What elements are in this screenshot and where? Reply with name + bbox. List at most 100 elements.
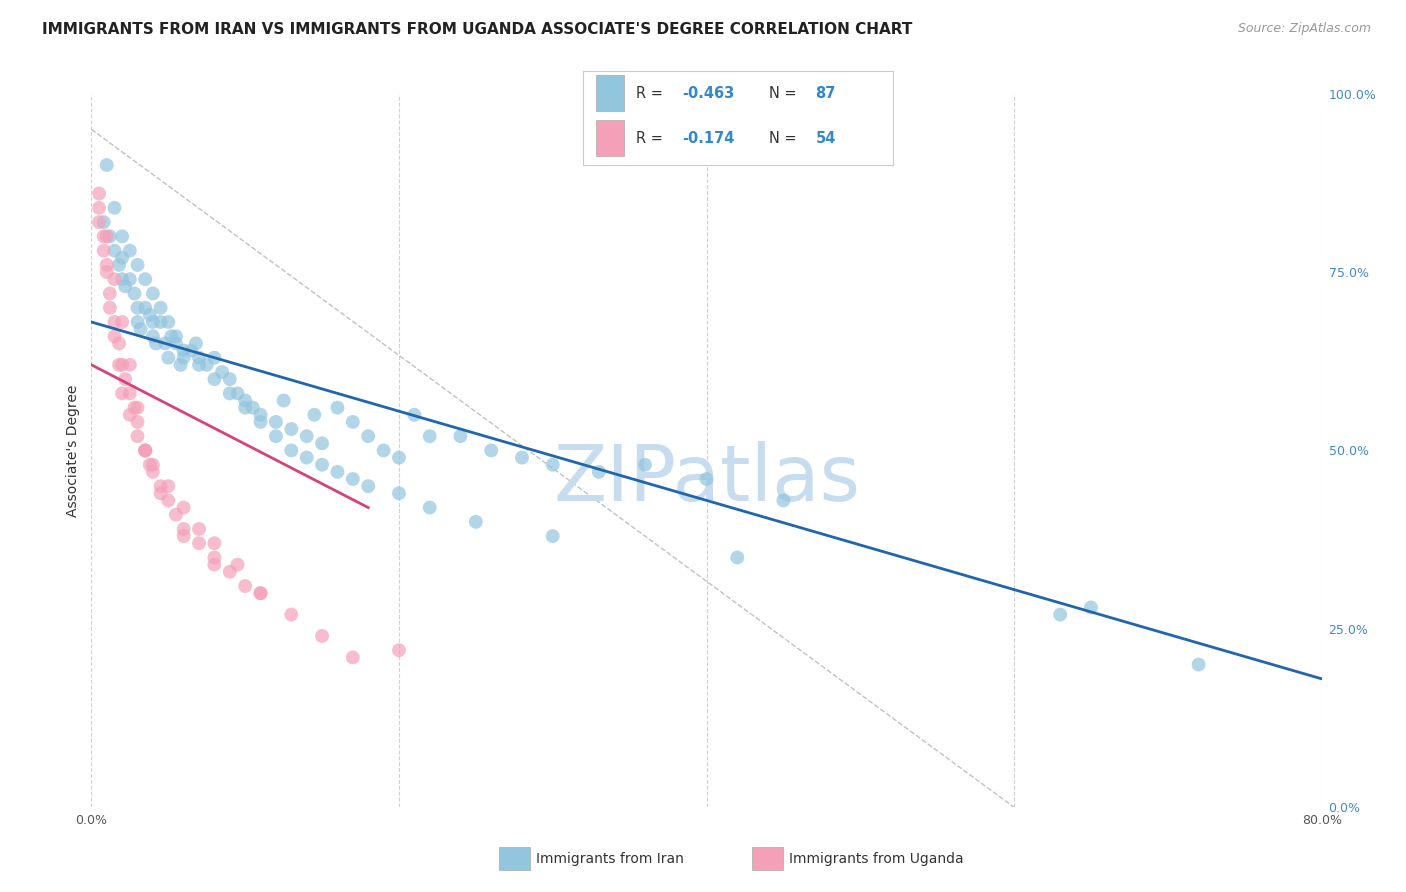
Point <box>202 372 225 386</box>
Point <box>142 465 165 479</box>
Point <box>249 415 271 429</box>
Point <box>280 443 302 458</box>
Point <box>218 386 240 401</box>
Point <box>326 465 349 479</box>
Point <box>326 401 349 415</box>
Point <box>157 315 180 329</box>
Text: -0.174: -0.174 <box>682 131 735 146</box>
Point <box>134 443 156 458</box>
Point <box>342 650 364 665</box>
Point <box>157 479 180 493</box>
Text: N =: N = <box>769 87 801 102</box>
Point <box>127 401 149 415</box>
Point <box>634 458 657 472</box>
Point <box>139 458 162 472</box>
Point <box>173 343 195 358</box>
Text: 54: 54 <box>815 131 835 146</box>
Point <box>127 415 149 429</box>
Point <box>357 429 380 443</box>
Point <box>96 229 118 244</box>
Point <box>188 358 211 372</box>
Point <box>111 358 134 372</box>
Point <box>134 272 156 286</box>
Point <box>165 336 187 351</box>
Point <box>264 415 287 429</box>
Point <box>195 358 218 372</box>
Text: -0.463: -0.463 <box>682 87 735 102</box>
Point <box>233 393 256 408</box>
Text: N =: N = <box>769 131 801 146</box>
Text: Immigrants from Uganda: Immigrants from Uganda <box>789 852 963 866</box>
Point <box>134 301 156 315</box>
Point <box>311 629 333 643</box>
Point <box>149 301 172 315</box>
Point <box>134 443 156 458</box>
Point <box>118 386 141 401</box>
Point <box>173 529 195 543</box>
Point <box>273 393 295 408</box>
Point <box>93 244 115 258</box>
Point <box>373 443 395 458</box>
Point <box>149 486 172 500</box>
Point <box>127 301 149 315</box>
Point <box>160 329 183 343</box>
Point <box>149 479 172 493</box>
Point <box>242 401 264 415</box>
Point <box>153 336 177 351</box>
Point <box>139 308 162 322</box>
Point <box>249 408 271 422</box>
Point <box>127 258 149 272</box>
Point <box>311 458 333 472</box>
Point <box>149 315 172 329</box>
Point <box>124 286 146 301</box>
Point <box>111 251 134 265</box>
Point <box>311 436 333 450</box>
Text: IMMIGRANTS FROM IRAN VS IMMIGRANTS FROM UGANDA ASSOCIATE'S DEGREE CORRELATION CH: IMMIGRANTS FROM IRAN VS IMMIGRANTS FROM … <box>42 22 912 37</box>
Point <box>103 201 125 215</box>
Point <box>188 522 211 536</box>
Point <box>127 315 149 329</box>
Point <box>342 472 364 486</box>
Point <box>98 229 121 244</box>
Point <box>118 358 141 372</box>
Point <box>103 329 125 343</box>
Point <box>96 158 118 172</box>
Point <box>180 343 202 358</box>
Point <box>142 315 165 329</box>
Point <box>114 372 136 386</box>
Point <box>510 450 533 465</box>
Point <box>111 315 134 329</box>
Point <box>280 607 302 622</box>
Point <box>588 465 610 479</box>
Point <box>464 515 486 529</box>
Point <box>111 229 134 244</box>
Point <box>449 429 471 443</box>
Point <box>103 315 125 329</box>
Point <box>87 201 110 215</box>
Point <box>218 372 240 386</box>
Point <box>388 486 411 500</box>
Point <box>96 265 118 279</box>
Point <box>124 401 146 415</box>
Point <box>98 286 121 301</box>
Point <box>419 429 441 443</box>
Point <box>388 450 411 465</box>
Point <box>233 401 256 415</box>
Point <box>249 586 271 600</box>
Point <box>202 351 225 365</box>
Point <box>388 643 411 657</box>
Point <box>165 508 187 522</box>
Point <box>188 536 211 550</box>
Point <box>96 258 118 272</box>
Point <box>295 450 318 465</box>
Point <box>404 408 426 422</box>
Point <box>304 408 326 422</box>
Point <box>108 358 131 372</box>
Text: R =: R = <box>636 87 668 102</box>
Point <box>142 458 165 472</box>
Text: 87: 87 <box>815 87 835 102</box>
Point <box>165 329 187 343</box>
Point <box>218 565 240 579</box>
Point <box>280 422 302 436</box>
Point <box>202 558 225 572</box>
